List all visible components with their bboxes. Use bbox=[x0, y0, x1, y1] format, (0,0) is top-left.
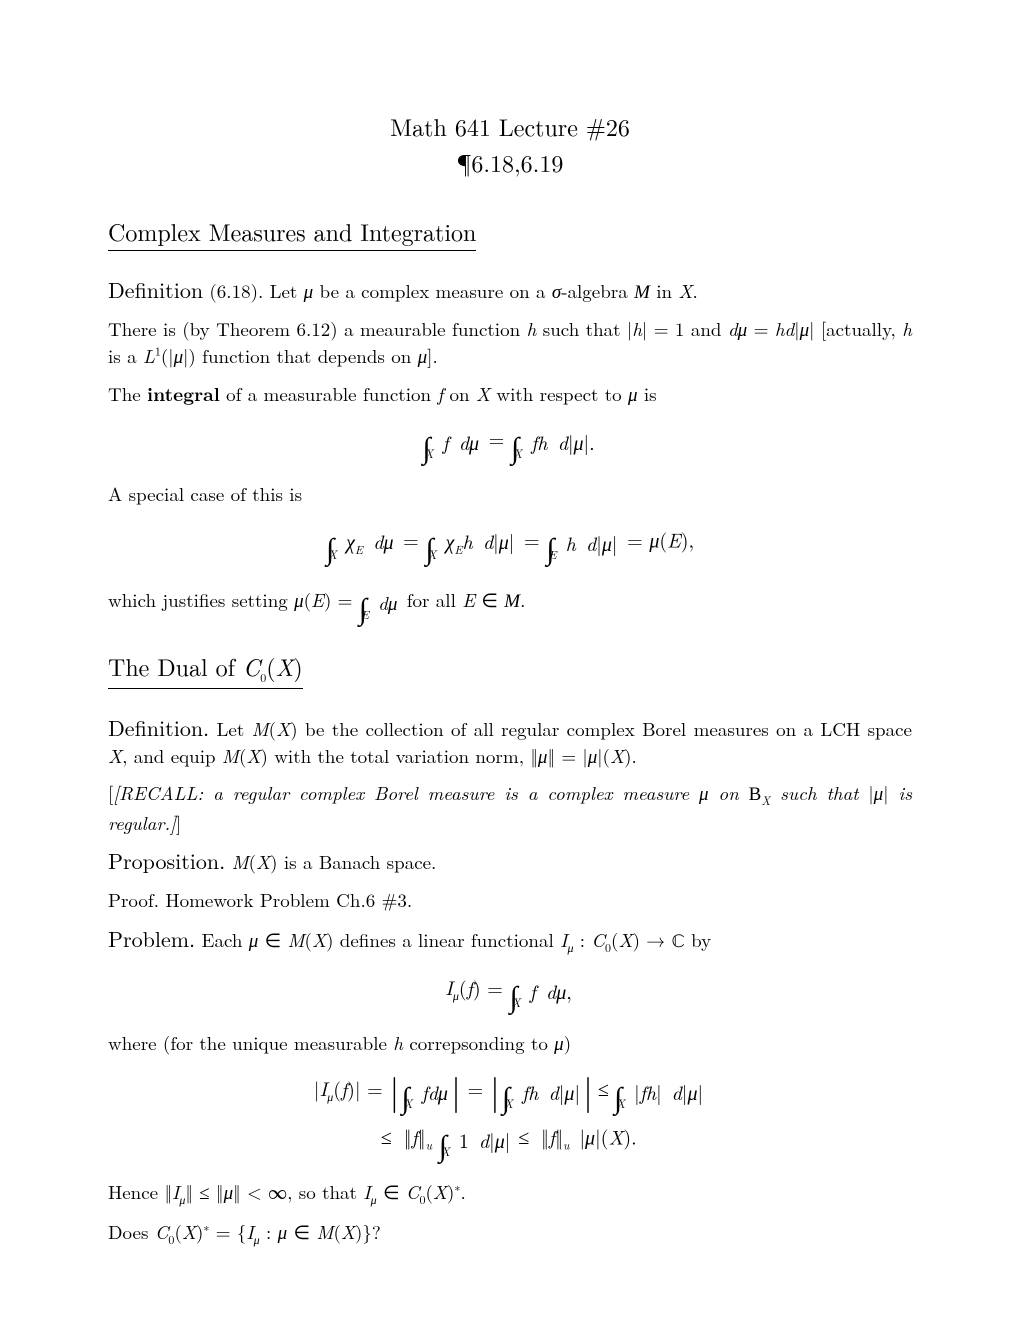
do1: Does bbox=[108, 1218, 155, 1245]
eq-Imu-bound: |Iμ(f)| = |∫Xfdμ| = |∫Xfh d|μ||≤∫X|fh| d… bbox=[108, 1071, 912, 1161]
problem-line: Problem. Each μ ∈ M(X) defines a linear … bbox=[108, 924, 912, 957]
sigma: σ bbox=[552, 277, 561, 304]
definition-618: Definition (6.18). Let μ be a complex me… bbox=[108, 275, 912, 307]
dot: . bbox=[693, 277, 698, 304]
h2a: , so that bbox=[287, 1178, 363, 1205]
mu2: μ bbox=[800, 315, 810, 342]
w2: correpsonding to bbox=[403, 1029, 554, 1056]
i4: with respect to bbox=[490, 380, 628, 407]
p2: is a Banach space. bbox=[278, 848, 437, 875]
mu4: μ bbox=[418, 342, 428, 369]
dmu1: dμ bbox=[728, 315, 747, 342]
X2: X bbox=[476, 380, 490, 407]
X: X bbox=[678, 277, 692, 304]
def-tail: be a complex measure on a bbox=[313, 277, 552, 304]
r1: [RECALL: a regular complex Borel measure… bbox=[113, 779, 699, 806]
d2b: be the collection of all regular complex… bbox=[298, 715, 912, 742]
proof-line: Proof. Homework Problem Ch.6 #3. bbox=[108, 887, 912, 914]
eq-Imu-def: Iμ(f) = ∫Xf dμ, bbox=[108, 970, 912, 1012]
section-heading-2: The Dual of C0(X) bbox=[108, 642, 912, 703]
t6: function that depends on bbox=[196, 342, 418, 369]
h2: h bbox=[632, 315, 642, 342]
t7: ]. bbox=[427, 342, 438, 369]
eq-integral-def: ∫Xf dμ = ∫Xfh d|μ|. bbox=[108, 421, 912, 463]
i2: of a measurable function bbox=[220, 380, 438, 407]
in: in bbox=[650, 277, 679, 304]
d2d: with the total variation norm, bbox=[268, 742, 530, 769]
t1: There is (by Theorem 6.12) a meaurable f… bbox=[108, 315, 527, 342]
r2: on bbox=[709, 779, 749, 806]
lecture-title: Math 641 Lecture #26 bbox=[108, 110, 912, 144]
t3: and bbox=[684, 315, 728, 342]
def2-head: Definition. bbox=[108, 712, 209, 743]
does-line: Does C0(X)∗ = {Iμ : μ ∈ M(X)}? bbox=[108, 1219, 912, 1249]
j2: for all bbox=[400, 586, 462, 613]
pr3: by bbox=[685, 926, 711, 953]
r3: such that bbox=[770, 779, 868, 806]
mu5: μ bbox=[628, 380, 638, 407]
section2-text: The Dual of C0(X) bbox=[108, 650, 303, 689]
section-heading-1: Complex Measures and Integration bbox=[108, 207, 912, 265]
i5: is bbox=[638, 380, 657, 407]
pr2: defines a linear functional bbox=[333, 926, 560, 953]
calM: M bbox=[634, 282, 650, 303]
hence-line: Hence ‖Iμ‖ ≤ ‖μ‖ < ∞, so that Iμ ∈ C0(X)… bbox=[108, 1179, 912, 1209]
alg: -algebra bbox=[561, 277, 634, 304]
section1-text: Complex Measures and Integration bbox=[108, 215, 476, 251]
t2: such that bbox=[536, 315, 627, 342]
mu3: μ bbox=[174, 342, 184, 369]
w3: ) bbox=[564, 1029, 571, 1056]
where-line: where (for the unique measurable h corre… bbox=[108, 1030, 912, 1057]
integral-line: The integral of a measurable function f … bbox=[108, 380, 912, 408]
thm-612-line: There is (by Theorem 6.12) a meaurable f… bbox=[108, 316, 912, 369]
s2a: The Dual of bbox=[108, 649, 243, 683]
h3: h bbox=[902, 315, 912, 342]
d2c: , and equip bbox=[122, 742, 222, 769]
h1: h bbox=[527, 315, 537, 342]
lecture-subtitle: ¶6.18,6.19 bbox=[108, 146, 912, 180]
eq-special-case: ∫XχE dμ = ∫XχEh d|μ| = ∫Eh d|μ| = μ(E), bbox=[108, 522, 912, 564]
w1: where (for the unique measurable bbox=[108, 1029, 393, 1056]
page-root: Math 641 Lecture #26 ¶6.18,6.19 Complex … bbox=[0, 0, 1020, 1318]
recall-line: [[RECALL: a regular complex Borel measur… bbox=[108, 780, 912, 836]
integral-bold: integral bbox=[147, 379, 220, 407]
h1a: Hence bbox=[108, 1178, 164, 1205]
problem-head: Problem. bbox=[108, 923, 195, 954]
prop-head: Proposition. bbox=[108, 845, 225, 876]
def-head: Definition bbox=[108, 274, 203, 305]
hd: hd bbox=[775, 315, 794, 342]
special-case: A special case of this is bbox=[108, 481, 912, 508]
definition-MX: Definition. Let M(X) be the collection o… bbox=[108, 713, 912, 770]
pr1: Each bbox=[195, 926, 249, 953]
justifies-line: which justifies setting μ(E) = ∫Edμ for … bbox=[108, 582, 912, 624]
t4: [actually, bbox=[814, 315, 902, 342]
j1: which justifies setting bbox=[108, 586, 294, 613]
do2: ? bbox=[372, 1218, 381, 1245]
i1: The bbox=[108, 380, 147, 407]
proposition: Proposition. M(X) is a Banach space. bbox=[108, 846, 912, 877]
mu: μ bbox=[304, 277, 314, 304]
t5: is a bbox=[108, 342, 143, 369]
d2a: Let bbox=[209, 715, 251, 742]
i3: on bbox=[443, 380, 476, 407]
L1: L bbox=[143, 342, 155, 369]
def-num: (6.18). Let bbox=[203, 277, 304, 304]
